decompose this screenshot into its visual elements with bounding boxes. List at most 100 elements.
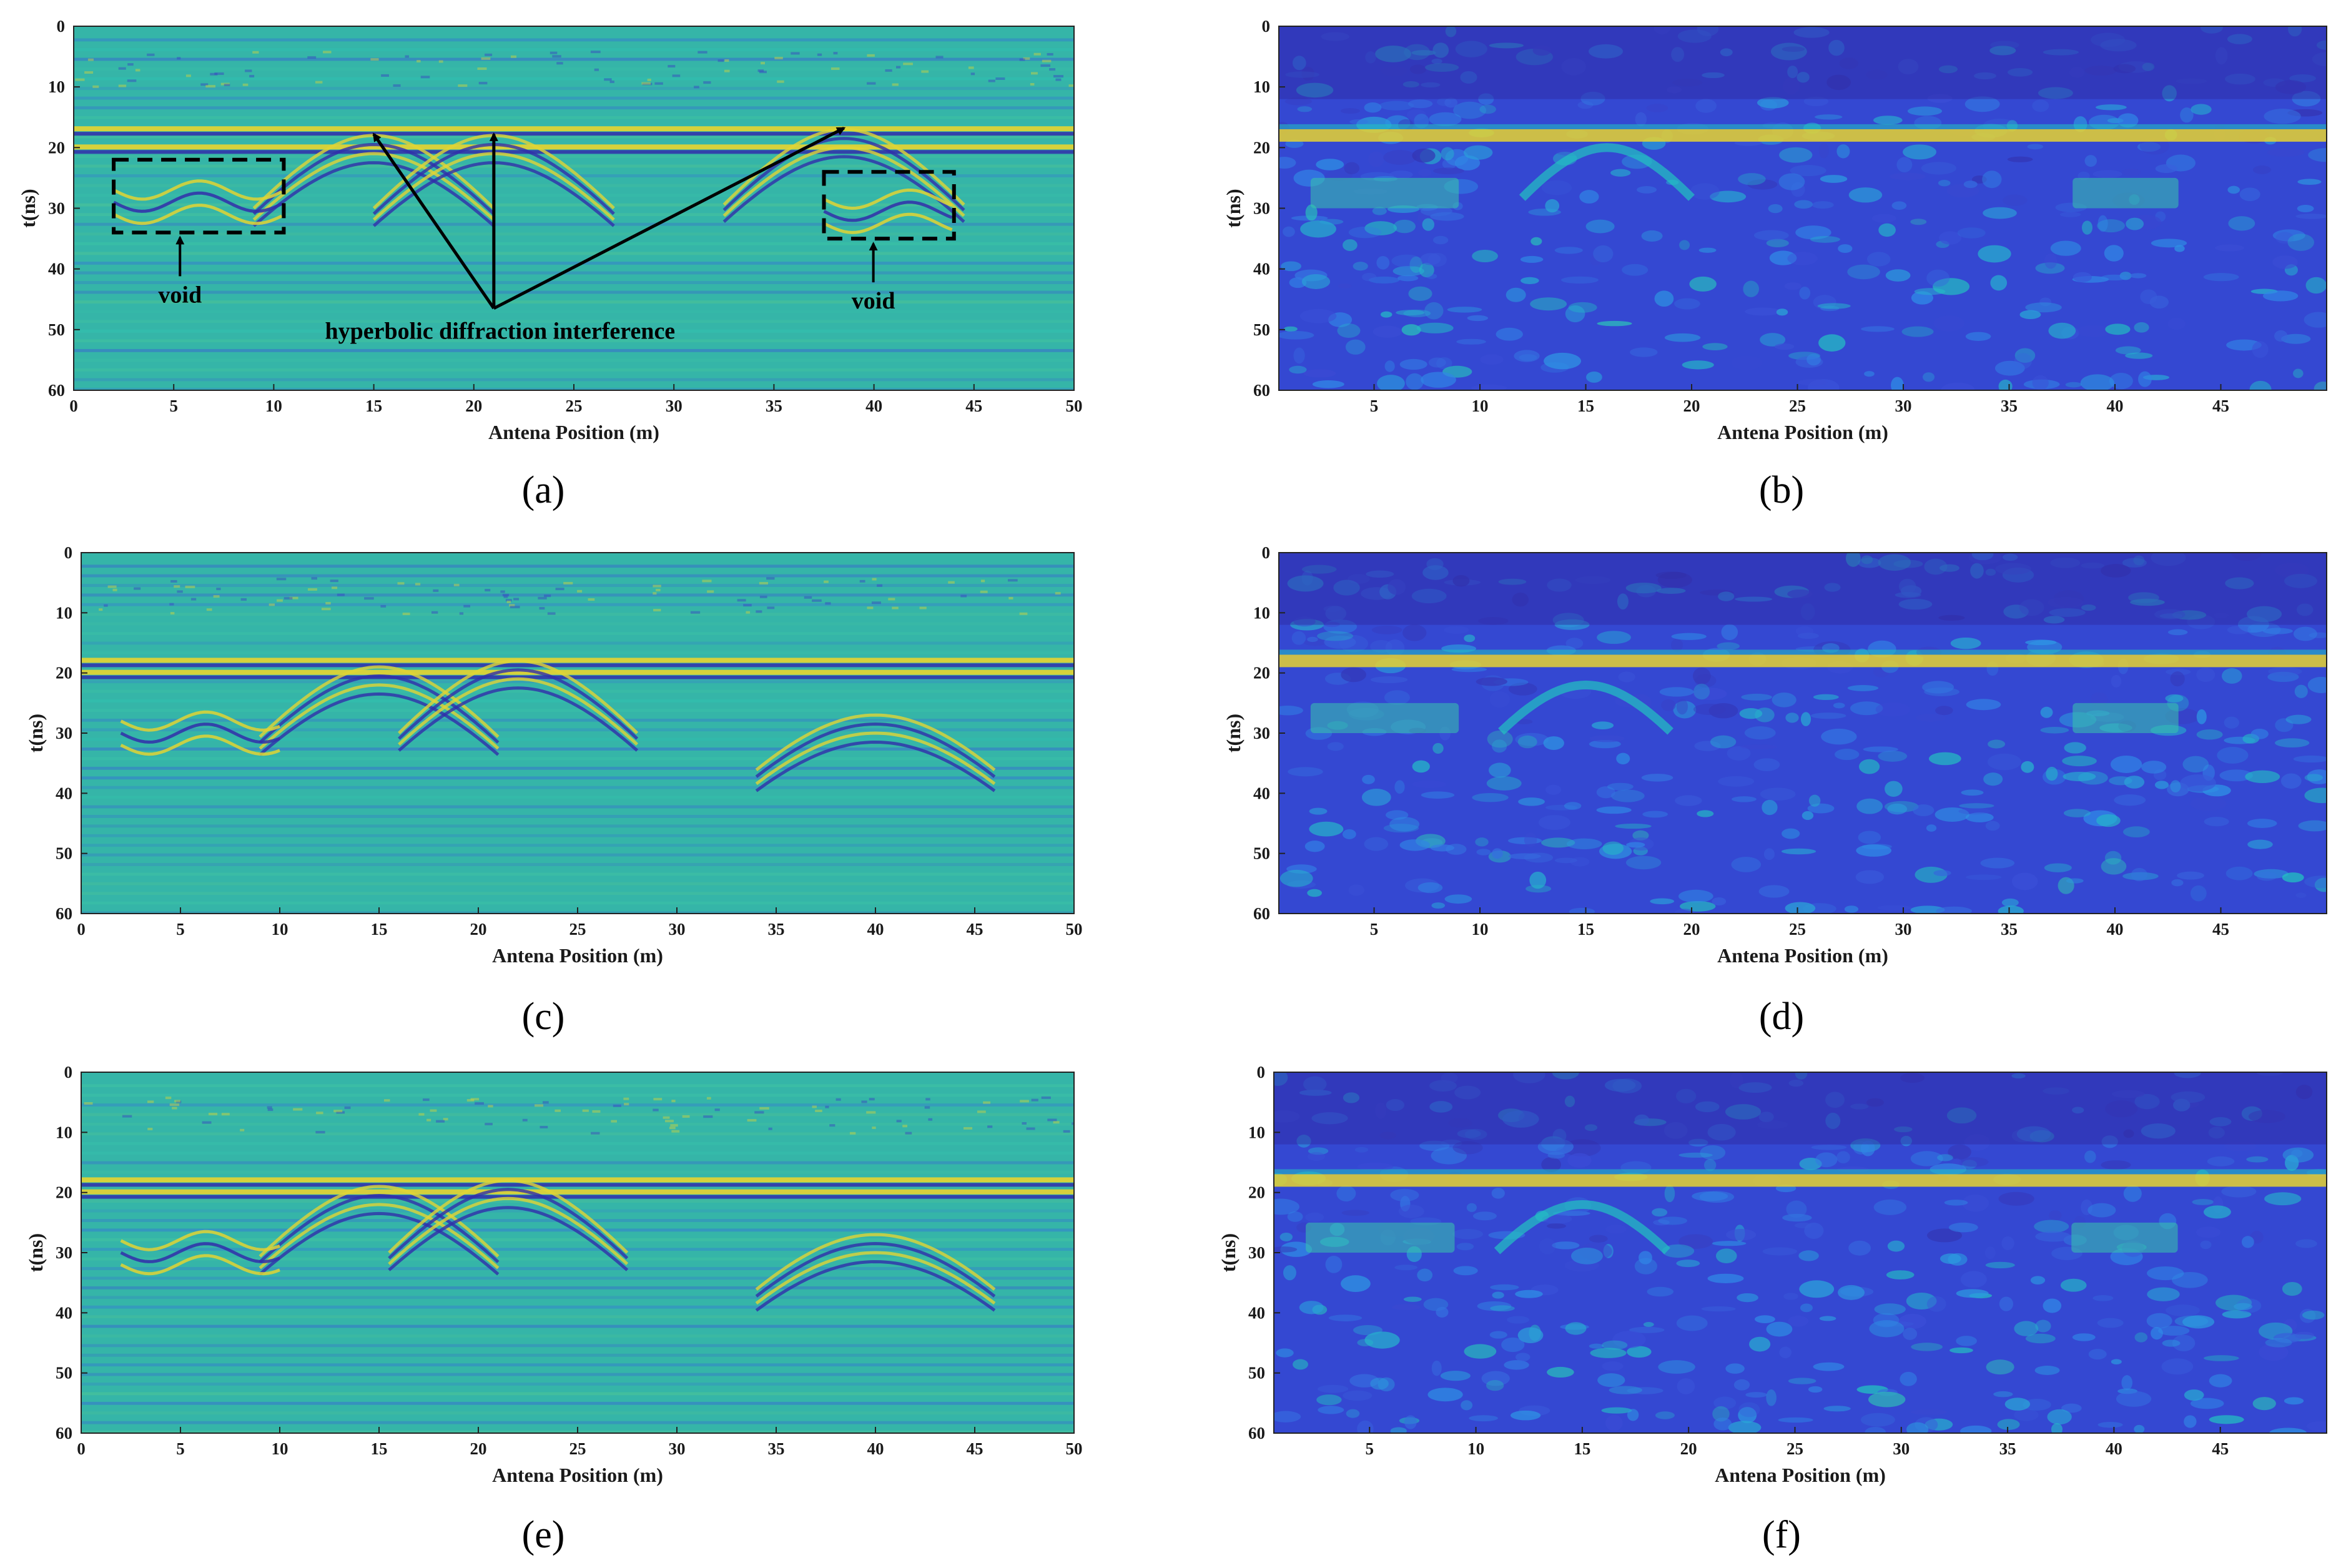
texture-blob: [1436, 1306, 1449, 1318]
texture-blob: [1584, 1124, 1598, 1132]
texture-blob: [1873, 1313, 1900, 1328]
texture-blob: [1394, 780, 1405, 794]
texture-blob: [1813, 694, 1839, 701]
texture-blob: [1676, 1088, 1697, 1103]
speckle: [277, 599, 283, 602]
texture-blob: [1590, 1348, 1627, 1358]
texture-blob: [1815, 1152, 1838, 1168]
speckle: [980, 579, 985, 583]
texture-blob: [1860, 1413, 1895, 1427]
y-tick-label: 20: [56, 1183, 72, 1202]
texture-blob: [1498, 578, 1527, 585]
texture-blob: [1738, 1402, 1760, 1418]
texture-blob: [1770, 42, 1807, 61]
texture-blob: [2126, 217, 2144, 230]
texture-blob: [1464, 634, 1476, 643]
plot-area-f: [1274, 1072, 2327, 1433]
noise-band: [81, 1248, 1074, 1251]
y-tick-label: 10: [1253, 603, 1270, 622]
texture-blob: [1755, 1315, 1775, 1323]
texture-blob: [1597, 631, 1631, 644]
texture-blob: [1287, 575, 1324, 592]
texture-blob: [1664, 1185, 1675, 1203]
speckle: [488, 1105, 493, 1108]
texture-blob: [1799, 286, 1811, 300]
texture-blob: [1818, 143, 1829, 159]
panel-caption: (f): [1762, 1514, 1801, 1556]
texture-blob: [1488, 762, 1511, 778]
texture-blob: [1412, 148, 1436, 163]
speckle: [364, 597, 374, 600]
texture-blob: [2096, 814, 2121, 827]
texture-blob: [1368, 276, 1400, 284]
texture-blob: [1960, 1271, 1987, 1288]
texture-blob: [1565, 638, 1584, 649]
texture-blob: [1441, 147, 1454, 160]
texture-blob: [1860, 1140, 1875, 1156]
texture-blob: [2035, 1319, 2051, 1333]
texture-blob: [1454, 1085, 1481, 1100]
noise-band: [81, 834, 1074, 837]
texture-blob: [1757, 97, 1789, 109]
texture-blob: [1986, 1359, 2014, 1375]
speckle: [896, 1120, 902, 1123]
diffraction-arrow: [372, 132, 495, 310]
speckle: [1055, 592, 1061, 595]
noise-band: [74, 358, 1074, 362]
noise-band: [81, 1103, 1074, 1107]
speckle: [506, 600, 511, 603]
texture-blob: [2004, 1398, 2031, 1411]
x-tick-label: 50: [1066, 920, 1083, 939]
void-response: [2071, 1222, 2178, 1253]
texture-blob: [2267, 671, 2299, 683]
speckle: [672, 74, 681, 77]
texture-blob: [2204, 817, 2229, 827]
texture-blob: [1348, 884, 1364, 896]
speckle: [176, 1100, 182, 1103]
texture-blob: [2171, 1091, 2206, 1103]
speckle: [766, 577, 775, 580]
speckle: [824, 580, 829, 583]
texture-blob: [1436, 97, 1452, 106]
texture-blob: [1593, 245, 1614, 263]
texture-blob: [1552, 613, 1584, 628]
noise-band: [74, 310, 1074, 313]
texture-blob: [1939, 564, 1959, 572]
y-tick-label: 40: [1253, 784, 1270, 802]
texture-blob: [1874, 1303, 1906, 1315]
texture-blob: [1938, 65, 1958, 74]
speckle: [426, 1118, 431, 1122]
texture-blob: [1785, 902, 1816, 914]
texture-blob: [1766, 1321, 1793, 1337]
texture-blob: [1341, 667, 1366, 683]
texture-blob: [1567, 1153, 1592, 1168]
texture-blob: [1985, 1261, 2015, 1269]
x-tick-label: 15: [371, 920, 388, 939]
texture-blob: [1713, 1396, 1737, 1409]
texture-blob: [1911, 1343, 1943, 1351]
speckle: [817, 53, 822, 56]
texture-blob: [1444, 97, 1458, 108]
texture-blob: [2025, 1333, 2056, 1344]
texture-blob: [1274, 1198, 1299, 1215]
texture-blob: [1532, 45, 1552, 56]
x-tick-label: 15: [1577, 920, 1594, 939]
texture-blob: [1717, 642, 1740, 650]
noise-band: [81, 824, 1074, 828]
texture-blob: [1406, 373, 1424, 390]
texture-blob: [2222, 1310, 2252, 1319]
noise-band: [74, 57, 1074, 61]
texture-blob: [2302, 1310, 2325, 1320]
speckle: [905, 1132, 912, 1135]
texture-blob: [1749, 1336, 1771, 1352]
texture-blob: [2007, 156, 2033, 162]
texture-blob: [1429, 112, 1462, 127]
texture-blob: [2040, 726, 2069, 734]
texture-blob: [2224, 1141, 2257, 1151]
texture-blob: [1788, 1378, 1816, 1384]
texture-blob: [2115, 346, 2141, 355]
speckle: [325, 602, 331, 605]
speckle: [669, 1127, 676, 1130]
texture-blob: [2096, 104, 2127, 111]
